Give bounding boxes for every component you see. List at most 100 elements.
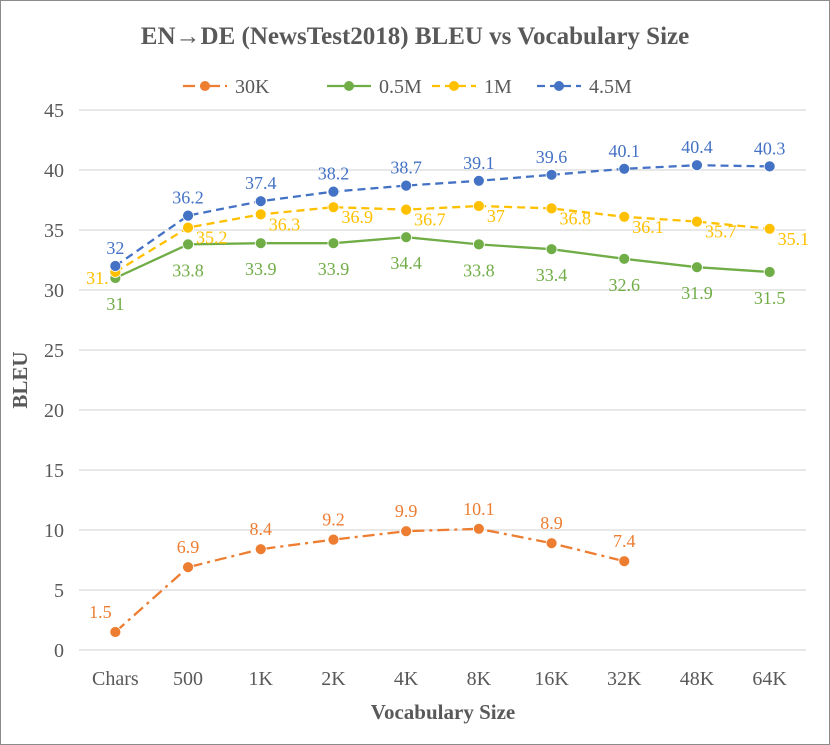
- legend-marker: [200, 81, 210, 91]
- data-label-1M: 36.3: [269, 214, 301, 234]
- x-tick-label: 2K: [321, 668, 346, 690]
- y-tick-label: 0: [54, 640, 64, 662]
- data-label-4.5M: 39.6: [536, 147, 568, 167]
- data-label-0.5M: 33.8: [463, 260, 495, 280]
- series-line: [114, 527, 625, 633]
- data-point: [472, 200, 485, 212]
- data-label-1M: 35.2: [196, 228, 228, 248]
- data-label-1M: 35.1: [778, 229, 810, 249]
- y-tick-label: 20: [44, 400, 64, 422]
- data-label-30K: 9.2: [322, 510, 345, 530]
- legend-label: 4.5M: [589, 76, 632, 98]
- data-label-0.5M: 32.6: [609, 275, 641, 295]
- data-point: [182, 221, 194, 234]
- x-tick-label: 32K: [607, 668, 642, 690]
- data-label-4.5M: 40.3: [754, 138, 786, 158]
- data-point: [327, 237, 340, 250]
- data-point: [182, 238, 194, 251]
- legend-marker: [554, 81, 564, 91]
- data-point: [763, 266, 776, 278]
- legend-item-4.5M: 4.5M: [537, 76, 632, 98]
- legend: 30K 0.5M 1M 4.5M: [183, 76, 632, 98]
- series-line: [114, 236, 770, 280]
- data-point: [400, 203, 413, 216]
- data-label-4.5M: 37.4: [245, 173, 277, 193]
- y-tick-label: 35: [44, 220, 64, 242]
- series-line: [114, 204, 770, 273]
- data-label-4.5M: 38.7: [390, 158, 422, 178]
- x-tick-label: 4K: [394, 668, 419, 690]
- data-point: [109, 260, 122, 272]
- gridlines: [79, 109, 806, 651]
- data-point: [109, 626, 122, 638]
- legend-item-30K: 30K: [183, 76, 270, 98]
- data-point: [618, 252, 631, 265]
- data-label-1M: 35.7: [705, 222, 737, 242]
- data-label-1M: 37: [487, 206, 505, 226]
- data-label-1M: 36.9: [341, 207, 373, 227]
- data-label-4.5M: 38.2: [318, 164, 350, 184]
- data-point: [182, 209, 194, 222]
- x-tick-label: 500: [173, 668, 203, 690]
- y-tick-label: 40: [44, 160, 64, 182]
- data-point: [691, 215, 703, 228]
- x-tick-label: 8K: [467, 668, 492, 690]
- x-tick-label: 48K: [680, 668, 715, 690]
- y-tick-label: 45: [44, 100, 64, 122]
- data-label-4.5M: 32: [106, 238, 124, 258]
- data-point: [763, 222, 776, 235]
- y-tick-label: 25: [44, 340, 64, 362]
- chart-title: EN→DE (NewsTest2018) BLEU vs Vocabulary …: [141, 23, 689, 50]
- data-label-30K: 1.5: [89, 602, 112, 622]
- data-label-0.5M: 31.9: [681, 283, 713, 303]
- x-tick-label: 16K: [534, 668, 569, 690]
- data-point: [327, 185, 340, 198]
- series-group: [109, 159, 776, 638]
- y-tick-label: 30: [44, 280, 64, 302]
- data-point: [618, 210, 631, 223]
- data-label-0.5M: 31: [106, 294, 124, 314]
- data-point: [545, 168, 558, 181]
- data-label-0.5M: 34.4: [390, 253, 422, 273]
- x-axis-title: Vocabulary Size: [371, 700, 515, 724]
- legend-marker: [344, 81, 354, 91]
- data-label-0.5M: 33.8: [172, 260, 204, 280]
- y-axis-title: BLEU: [8, 351, 32, 408]
- data-label-4.5M: 40.4: [681, 137, 713, 157]
- data-point: [327, 201, 340, 214]
- data-label-30K: 10.1: [463, 499, 495, 519]
- data-label-30K: 8.4: [250, 519, 273, 539]
- data-label-0.5M: 33.9: [245, 259, 277, 279]
- data-labels: 1.5 6.9 8.4 9.2 9.9 10.1 8.9 7.4 31 33.8 33.9 33.9 3…: [86, 137, 809, 622]
- data-label-1M: 31.: [86, 268, 109, 288]
- data-label-30K: 8.9: [540, 513, 563, 533]
- x-axis-ticks: Chars 500 1K 2K 4K 8K 16K 32K 48K 64K: [92, 668, 787, 690]
- x-tick-label: 1K: [249, 668, 274, 690]
- legend-marker: [449, 81, 459, 91]
- data-point: [254, 543, 267, 556]
- data-point: [182, 561, 194, 574]
- data-point: [254, 208, 267, 221]
- data-point: [618, 555, 631, 568]
- data-label-0.5M: 31.5: [754, 288, 786, 308]
- data-label-4.5M: 39.1: [463, 153, 495, 173]
- data-label-30K: 7.4: [613, 531, 636, 551]
- legend-label: 1M: [484, 76, 512, 98]
- data-point: [254, 195, 267, 208]
- data-label-0.5M: 33.4: [536, 265, 568, 285]
- data-point: [618, 162, 631, 175]
- data-point: [545, 537, 558, 550]
- legend-item-0.5M: 0.5M: [327, 76, 422, 98]
- data-label-1M: 36.1: [632, 217, 664, 237]
- data-point: [327, 533, 340, 546]
- y-tick-label: 10: [44, 520, 64, 542]
- data-point: [400, 179, 413, 192]
- data-label-4.5M: 40.1: [609, 141, 641, 161]
- x-tick-label: 64K: [752, 668, 787, 690]
- legend-label: 0.5M: [379, 76, 422, 98]
- data-point: [472, 522, 485, 535]
- data-label-4.5M: 36.2: [172, 188, 204, 208]
- data-point: [691, 159, 703, 172]
